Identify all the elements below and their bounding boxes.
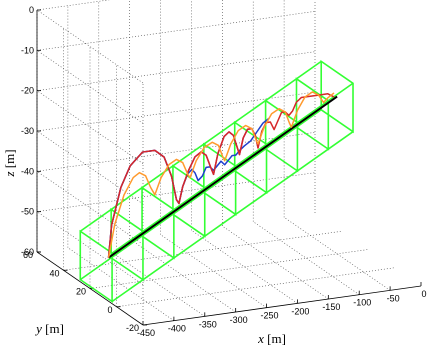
grid-and-axes	[36, 0, 422, 326]
x-tick-label: -450	[137, 328, 155, 338]
x-tick-label: -250	[261, 311, 279, 321]
z-tick-label: -50	[21, 207, 34, 217]
x-axis-line	[142, 285, 422, 326]
grid-line	[67, 247, 175, 321]
x-axis-label: x [m]	[257, 331, 286, 346]
grid-line	[36, 51, 316, 91]
x-tick-label: -300	[230, 315, 248, 325]
z-tick-label: -20	[21, 86, 34, 96]
y-tick-label: -20	[126, 323, 139, 333]
trajectory-line	[107, 93, 335, 258]
trajectory-series	[107, 91, 338, 259]
z-tick-label: -40	[21, 166, 34, 176]
grid-line	[283, 217, 391, 291]
corridor-edge	[79, 109, 322, 281]
z-tick-label: 0	[29, 5, 34, 15]
y-tick-label: 0	[107, 305, 112, 315]
corridor-edge	[111, 131, 354, 303]
y-tick-label: 20	[76, 287, 86, 297]
grid-line	[36, 211, 144, 285]
grid-line	[36, 11, 316, 51]
corridor-edge	[79, 60, 322, 232]
trajectory-line	[107, 117, 270, 258]
z-tick-label: -60	[21, 247, 34, 257]
x-tick-label: -150	[322, 302, 340, 312]
grid-line	[160, 234, 267, 308]
grid-line	[129, 238, 236, 313]
corridor-edge	[111, 82, 354, 254]
grid-line	[98, 243, 205, 317]
grid-line	[36, 91, 316, 132]
x-tick-label: -200	[291, 306, 309, 316]
x-tick-label: -350	[199, 319, 217, 329]
grid-line	[36, 171, 144, 245]
z-axis-label: z [m]	[2, 149, 17, 177]
grid-line	[36, 50, 144, 124]
grid-line	[191, 230, 298, 304]
z-tick-label: -30	[21, 126, 34, 136]
y-tick-label: 40	[49, 268, 59, 278]
gate-boxes	[79, 59, 354, 304]
reference-path	[107, 95, 338, 259]
box-edge	[36, 9, 144, 84]
grid-line	[222, 225, 329, 300]
grid-line	[36, 172, 316, 212]
x-tick-label: -100	[353, 298, 371, 308]
x-tick-label: -50	[387, 293, 400, 303]
y-axis-label: y [m]	[34, 321, 64, 336]
z-tick-label: -10	[21, 45, 34, 55]
grid-line	[36, 90, 144, 164]
grid-line	[253, 221, 360, 295]
grid-line	[89, 249, 369, 289]
box-edge	[36, 0, 111, 11]
y-tick-label: 60	[23, 250, 33, 260]
trajectory-line	[107, 91, 335, 258]
grid-line	[36, 132, 316, 172]
x-tick-label: 0	[421, 289, 426, 299]
x-tick-label: -400	[168, 324, 186, 334]
